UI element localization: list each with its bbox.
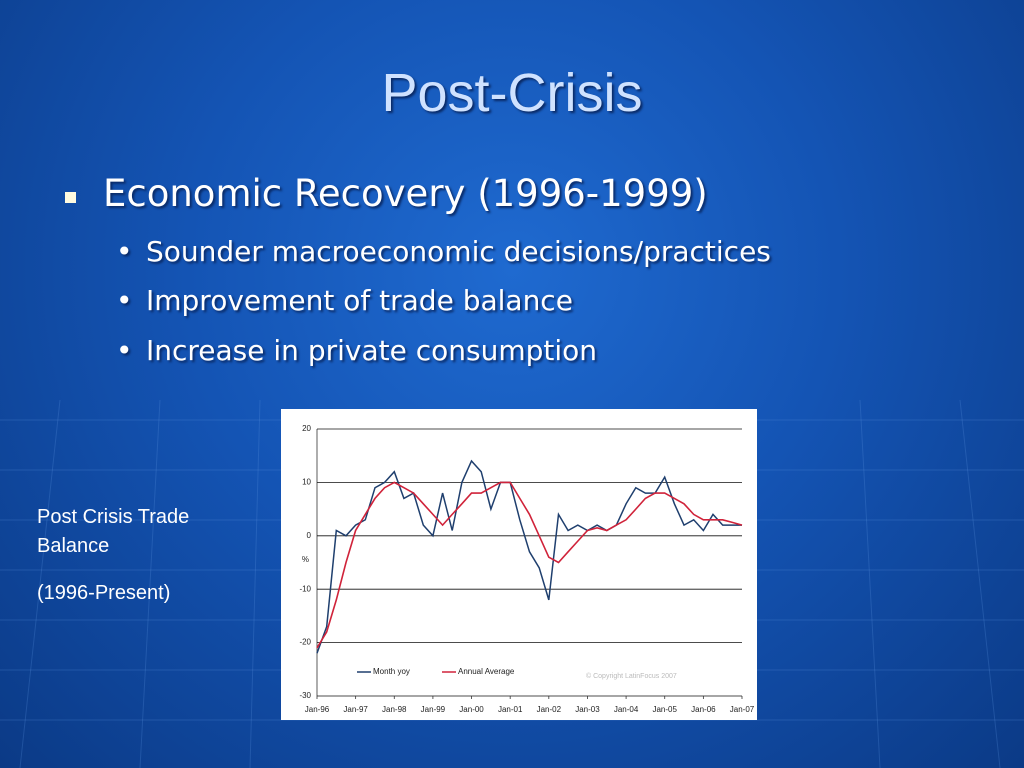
x-tick-label: Jan-97 [343, 705, 368, 714]
x-tick-label: Jan-96 [305, 705, 330, 714]
series-line [316, 459, 742, 654]
x-tick-label: Jan-06 [691, 705, 716, 714]
x-tick-label: Jan-00 [459, 705, 484, 714]
x-tick-label: Jan-01 [498, 705, 523, 714]
sub-bullet: Increase in private consumption [116, 334, 597, 367]
y-tick-label: 10 [302, 478, 311, 487]
caption: (1996-Present) [37, 582, 171, 604]
y-tick-label: 20 [302, 424, 311, 433]
x-tick-label: Jan-99 [421, 705, 446, 714]
annotation: © Copyright LatinFocus 2007 [586, 672, 677, 680]
y-axis-label: % [302, 555, 309, 564]
caption: Post Crisis Trade Balance [37, 506, 190, 557]
sub-bullet: Improvement of trade balance [116, 284, 573, 317]
x-tick-label: Jan-98 [382, 705, 407, 714]
chart-box: -30 -20 -10 0 10 20% Jan-96 Jan-97 Jan-98 Jan-99 J… [281, 409, 757, 720]
x-tick-label: Jan-07 [730, 705, 755, 714]
legend-label: Month yoy [373, 667, 410, 676]
chart: -30 -20 -10 0 10 20% Jan-96 Jan-97 Jan-98 Jan-99 J… [299, 424, 755, 714]
y-tick-label: -30 [299, 691, 311, 700]
x-tick-label: Jan-05 [652, 705, 677, 714]
x-tick-label: Jan-03 [575, 705, 600, 714]
slide-title: Post-Crisis [381, 63, 643, 123]
x-tick-label: Jan-04 [614, 705, 639, 714]
y-tick-label: 0 [307, 531, 312, 540]
legend-label: Annual Average [458, 667, 515, 676]
y-tick-label: -10 [299, 584, 311, 593]
x-tick-label: Jan-02 [537, 705, 562, 714]
bullet: Economic Recovery (1996-1999) [65, 172, 708, 215]
series-line [316, 481, 743, 649]
y-tick-label: -20 [299, 638, 311, 647]
sub-bullet: Sounder macroeconomic decisions/practice… [116, 235, 771, 268]
